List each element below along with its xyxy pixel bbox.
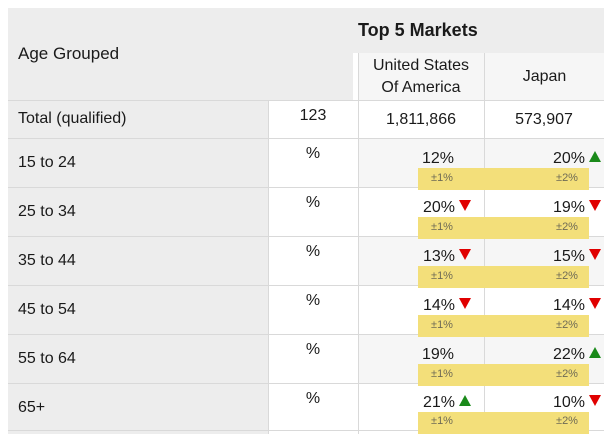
grid-line	[8, 285, 604, 286]
total-base: 123	[299, 107, 327, 124]
total-usa: 1,811,866	[386, 111, 456, 128]
japan-moe: ±2%	[556, 172, 578, 184]
col-usa-header-line2: Of America	[381, 79, 461, 96]
row-unit: %	[305, 194, 321, 211]
trend-down-icon	[459, 249, 471, 261]
usa-value: 19%	[421, 346, 454, 363]
col-japan-header: Japan	[522, 68, 567, 85]
moe-band-japan	[484, 217, 589, 239]
total-japan: 573,907	[515, 111, 573, 128]
moe-band-usa	[418, 412, 484, 434]
trend-down-icon	[589, 395, 601, 407]
grid-line	[8, 383, 604, 384]
moe-band-usa	[418, 315, 484, 337]
row-label: 25 to 34	[18, 203, 76, 220]
grid-line	[358, 53, 359, 434]
col-usa-header-line1: United States	[372, 57, 470, 74]
japan-moe: ±2%	[556, 221, 578, 233]
grid-line	[8, 187, 604, 188]
grid-line	[8, 138, 604, 139]
japan-value: 15%	[553, 248, 601, 266]
row-label: 35 to 44	[18, 252, 76, 269]
row-label: 65+	[18, 399, 46, 416]
moe-band-usa	[418, 364, 484, 386]
usa-value: 20%	[423, 199, 471, 217]
usa-value: 13%	[423, 248, 471, 266]
row-unit: %	[305, 341, 321, 358]
grid-line	[8, 236, 604, 237]
moe-band-japan	[484, 364, 589, 386]
top-markets-title: Top 5 Markets	[358, 20, 478, 40]
trend-up-icon	[589, 151, 601, 163]
usa-moe: ±1%	[431, 270, 453, 282]
age-grouped-title: Age Grouped	[18, 44, 120, 63]
moe-band-japan	[484, 168, 589, 190]
moe-band-usa	[418, 168, 484, 190]
trend-up-icon	[589, 347, 601, 359]
grid-line	[8, 334, 604, 335]
usa-moe: ±1%	[431, 368, 453, 380]
japan-moe: ±2%	[556, 270, 578, 282]
usa-moe: ±1%	[431, 221, 453, 233]
total-label: Total (qualified)	[18, 110, 127, 127]
usa-value: 14%	[423, 297, 471, 315]
row-label-cells	[8, 138, 268, 434]
row-label: 45 to 54	[18, 301, 76, 318]
grid-line	[484, 53, 485, 434]
trend-up-icon	[459, 395, 471, 407]
row-label: 55 to 64	[18, 350, 76, 367]
market-columns-header	[358, 53, 604, 100]
japan-moe: ±2%	[556, 319, 578, 331]
row-label: 15 to 24	[18, 154, 76, 171]
grid-line	[8, 430, 604, 431]
japan-value: 22%	[553, 346, 601, 364]
grid-line	[268, 100, 269, 434]
usa-moe: ±1%	[431, 415, 453, 427]
japan-value: 10%	[553, 394, 601, 412]
grid-line	[8, 100, 604, 101]
moe-band-japan	[484, 412, 589, 434]
usa-value: 21%	[423, 394, 471, 412]
moe-band-japan	[484, 266, 589, 288]
row-unit: %	[305, 292, 321, 309]
trend-down-icon	[459, 200, 471, 212]
trend-down-icon	[589, 298, 601, 310]
japan-value: 14%	[553, 297, 601, 315]
moe-band-usa	[418, 217, 484, 239]
japan-moe: ±2%	[556, 368, 578, 380]
row-unit: %	[305, 390, 321, 407]
moe-band-usa	[418, 266, 484, 288]
japan-value: 20%	[553, 150, 601, 168]
usa-value: 12%	[421, 150, 454, 167]
trend-down-icon	[589, 200, 601, 212]
trend-down-icon	[589, 249, 601, 261]
age-header-cell	[8, 8, 353, 100]
usa-moe: ±1%	[431, 172, 453, 184]
japan-value: 19%	[553, 199, 601, 217]
row-unit: %	[305, 243, 321, 260]
moe-band-japan	[484, 315, 589, 337]
trend-down-icon	[459, 298, 471, 310]
markets-header-cell	[353, 8, 604, 53]
japan-moe: ±2%	[556, 415, 578, 427]
usa-moe: ±1%	[431, 319, 453, 331]
total-label-cell	[8, 100, 268, 138]
row-unit: %	[305, 145, 321, 162]
